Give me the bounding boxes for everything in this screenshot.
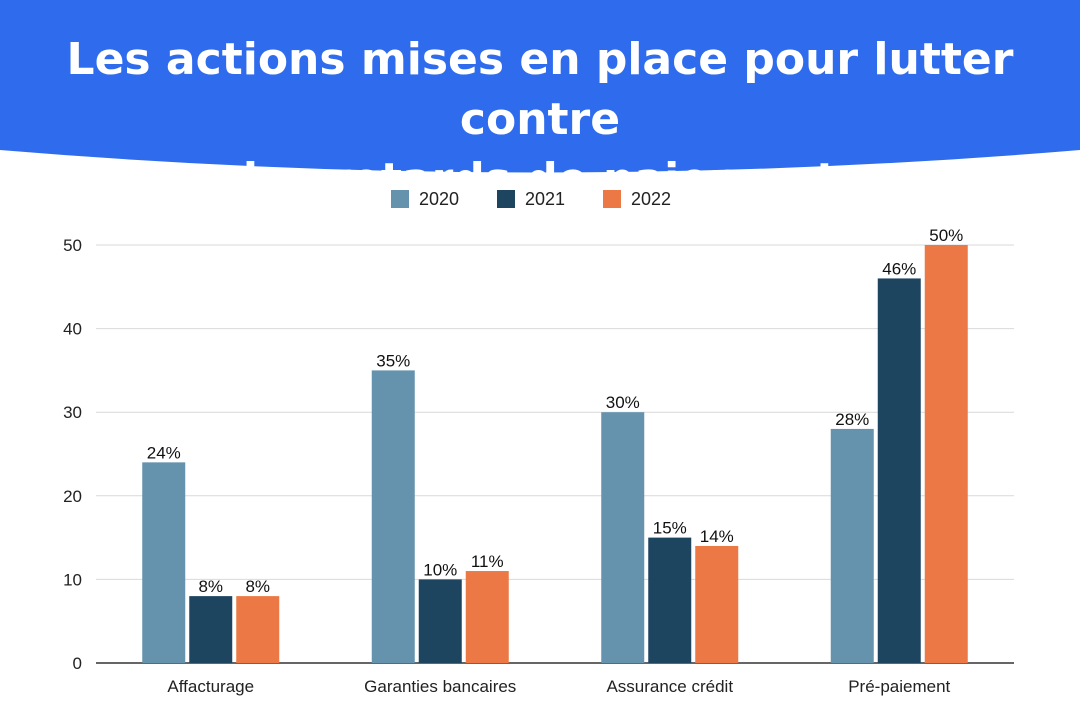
x-category-label: Garanties bancaires	[364, 677, 516, 696]
data-label: 11%	[471, 552, 504, 571]
data-label: 15%	[653, 519, 687, 538]
legend-swatch	[391, 190, 409, 208]
banner-background	[0, 0, 1080, 173]
bar	[418, 579, 462, 663]
data-label: 50%	[929, 226, 963, 245]
legend-label: 2020	[419, 189, 459, 209]
x-category-label: Affacturage	[167, 677, 254, 696]
bar	[236, 596, 280, 663]
data-label: 28%	[835, 410, 869, 429]
legend-swatch	[603, 190, 621, 208]
y-tick-label: 20	[63, 487, 82, 506]
x-category-label: Assurance crédit	[606, 677, 733, 696]
title-banner: Les actions mises en place pour lutter c…	[0, 0, 1080, 205]
bar	[648, 537, 692, 663]
chart-title: Les actions mises en place pour lutter c…	[0, 30, 1080, 210]
bar	[877, 278, 921, 663]
bar	[142, 462, 186, 663]
data-label: 8%	[245, 577, 270, 596]
y-tick-label: 30	[63, 403, 82, 422]
bar	[189, 596, 233, 663]
data-label: 24%	[147, 443, 181, 462]
bar	[924, 245, 968, 663]
y-tick-label: 0	[73, 654, 82, 673]
chart-title-line-1: Les actions mises en place pour lutter c…	[66, 34, 1014, 145]
bar	[371, 370, 415, 663]
chart-title-line-2: les retards de paiement	[242, 154, 838, 205]
y-tick-label: 10	[63, 570, 82, 589]
x-category-label: Pré-paiement	[848, 677, 950, 696]
data-label: 46%	[882, 259, 916, 278]
bar	[601, 412, 645, 663]
y-tick-label: 40	[63, 320, 82, 339]
data-label: 8%	[198, 577, 223, 596]
data-label: 35%	[376, 351, 410, 370]
bar	[830, 428, 874, 663]
bar	[695, 545, 739, 663]
bar	[465, 571, 509, 663]
legend-label: 2022	[631, 189, 671, 209]
legend-label: 2021	[525, 189, 565, 209]
y-tick-label: 50	[63, 236, 82, 255]
data-label: 10%	[423, 560, 457, 579]
data-label: 30%	[606, 393, 640, 412]
legend-swatch	[497, 190, 515, 208]
data-label: 14%	[700, 527, 734, 546]
